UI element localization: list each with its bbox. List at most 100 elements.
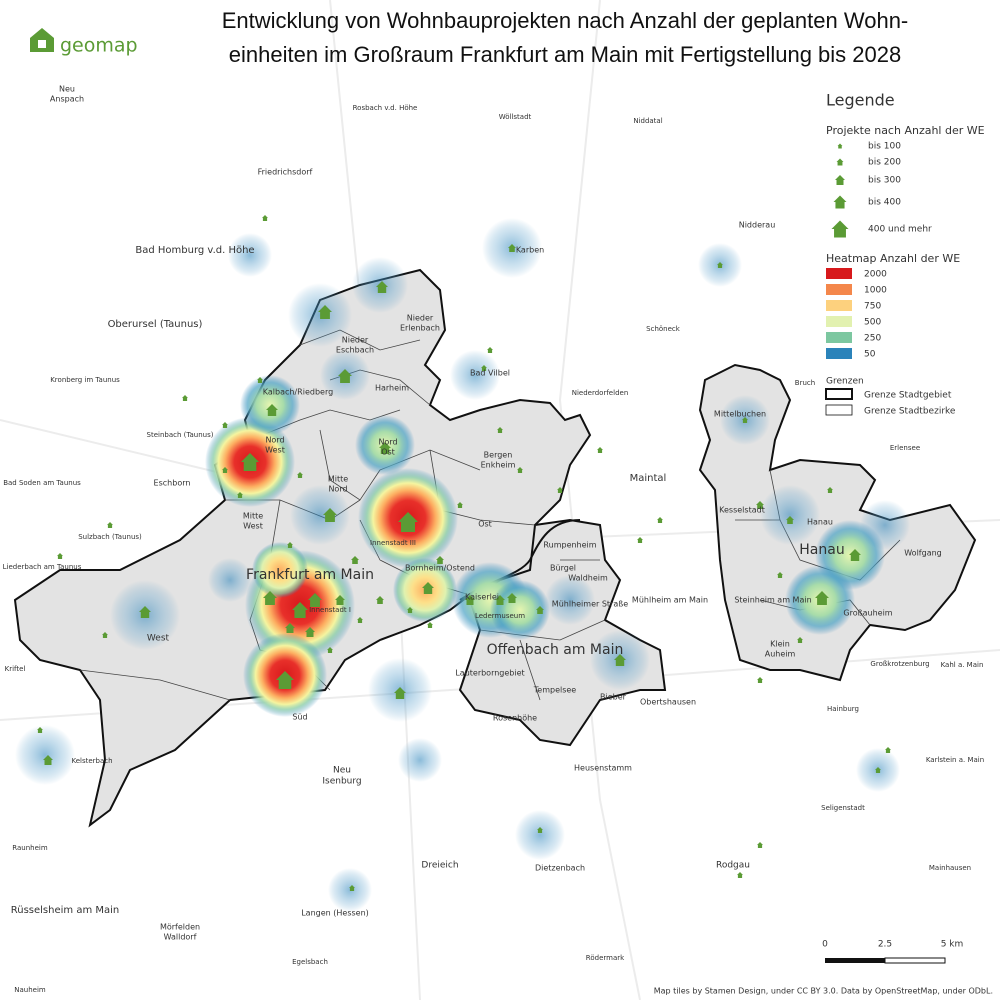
place-label: Rodgau	[716, 861, 750, 871]
place-label: West	[147, 634, 170, 644]
legend-section: Grenzen	[826, 377, 864, 387]
place-label: Mitte	[243, 512, 263, 521]
project-marker	[757, 842, 763, 848]
project-marker	[742, 417, 748, 423]
project-marker	[241, 453, 259, 471]
legend-swatch	[826, 284, 852, 295]
place-label: Großauheim	[843, 609, 892, 618]
place-label: Nieder	[342, 336, 369, 345]
legend-marker	[837, 143, 843, 149]
project-marker	[349, 885, 355, 891]
place-label: Kaiserlei	[465, 593, 499, 602]
heat-blob	[288, 283, 352, 347]
logo: geomap	[30, 28, 138, 57]
project-marker	[756, 501, 764, 509]
place-label: Schöneck	[646, 325, 681, 333]
legend-label: 400 und mehr	[868, 225, 932, 235]
legend-title: Legende	[826, 91, 895, 110]
project-marker	[57, 553, 63, 559]
place-label: Oberursel (Taunus)	[108, 319, 203, 330]
place-label: Enkheim	[481, 461, 516, 470]
legend-label: 2000	[864, 270, 887, 280]
place-label: West	[243, 522, 263, 531]
heat-blob	[545, 575, 595, 625]
place-label: Nord	[328, 485, 347, 494]
scale-label: 2.5	[878, 940, 892, 950]
project-marker	[379, 442, 391, 454]
place-label: Ost	[478, 520, 492, 529]
title-line: Entwicklung von Wohnbauprojekten nach An…	[222, 8, 909, 33]
place-label: Steinheim am Main	[734, 596, 811, 605]
project-marker	[849, 549, 861, 561]
place-label: Mainhausen	[929, 864, 971, 872]
project-marker	[508, 244, 516, 252]
project-marker	[43, 755, 53, 765]
place-label: Kelsterbach	[71, 757, 112, 765]
legend-marker	[835, 175, 845, 185]
place-label: Mörfelden	[160, 923, 200, 932]
legend-label: bis 400	[868, 198, 901, 208]
project-marker	[537, 827, 543, 833]
place-label: Lauterborngebiet	[455, 669, 524, 678]
project-marker	[376, 596, 384, 604]
project-marker	[597, 447, 603, 453]
project-marker	[222, 422, 228, 428]
place-label: Liederbach am Taunus	[3, 563, 82, 571]
project-marker	[237, 492, 243, 498]
place-label: Rödermark	[586, 954, 625, 962]
place-label: Mühlheim am Main	[632, 596, 708, 605]
project-marker	[457, 502, 463, 508]
place-label: Auheim	[765, 650, 796, 659]
place-label: Dreieich	[421, 861, 458, 871]
heat-blob	[515, 810, 565, 860]
place-label: Mühlheimer Straße	[552, 600, 628, 609]
place-label: Raunheim	[12, 844, 48, 852]
place-label: Waldheim	[568, 574, 608, 583]
project-marker	[885, 747, 891, 753]
project-marker	[394, 687, 406, 699]
project-marker	[827, 487, 833, 493]
place-label: Süd	[292, 713, 307, 722]
project-marker	[737, 872, 743, 878]
legend-label: 50	[864, 350, 876, 360]
project-marker	[875, 767, 881, 773]
place-label: Innenstadt I	[309, 606, 351, 614]
place-label: Großkrotzenburg	[870, 660, 929, 668]
project-marker	[139, 606, 151, 618]
legend-swatch	[826, 268, 852, 279]
project-marker	[465, 595, 475, 605]
project-marker	[481, 365, 487, 371]
project-marker	[777, 572, 783, 578]
legend-label: 750	[864, 302, 881, 312]
heatmap	[15, 218, 910, 912]
place-label: Offenbach am Main	[487, 642, 624, 658]
project-marker	[263, 591, 277, 605]
legend-marker	[836, 158, 844, 166]
project-marker	[308, 593, 322, 607]
place-label: Walldorf	[164, 933, 197, 942]
project-marker	[487, 347, 493, 353]
place-label: Ost	[381, 448, 395, 457]
heat-blob	[208, 558, 252, 602]
legend-section: Projekte nach Anzahl der WE	[826, 124, 985, 137]
project-marker	[107, 522, 113, 528]
place-label: Bornheim/Ostend	[405, 564, 475, 573]
legend-swatch	[826, 348, 852, 359]
legend-label: Grenze Stadtgebiet	[864, 391, 952, 401]
place-label: West	[265, 446, 285, 455]
place-label: Bürgel	[550, 564, 576, 573]
legend-label: bis 200	[868, 158, 901, 168]
legend-label: 250	[864, 334, 881, 344]
project-marker	[266, 404, 278, 416]
project-marker	[182, 395, 188, 401]
project-marker	[717, 262, 723, 268]
project-marker	[287, 542, 293, 548]
project-marker	[815, 591, 829, 605]
project-marker	[376, 281, 388, 293]
project-marker	[338, 369, 352, 383]
place-label: Eschborn	[154, 479, 191, 488]
place-label: Innenstadt III	[370, 539, 416, 547]
place-label: Karlstein a. Main	[926, 756, 984, 764]
heat-blob	[252, 542, 308, 598]
